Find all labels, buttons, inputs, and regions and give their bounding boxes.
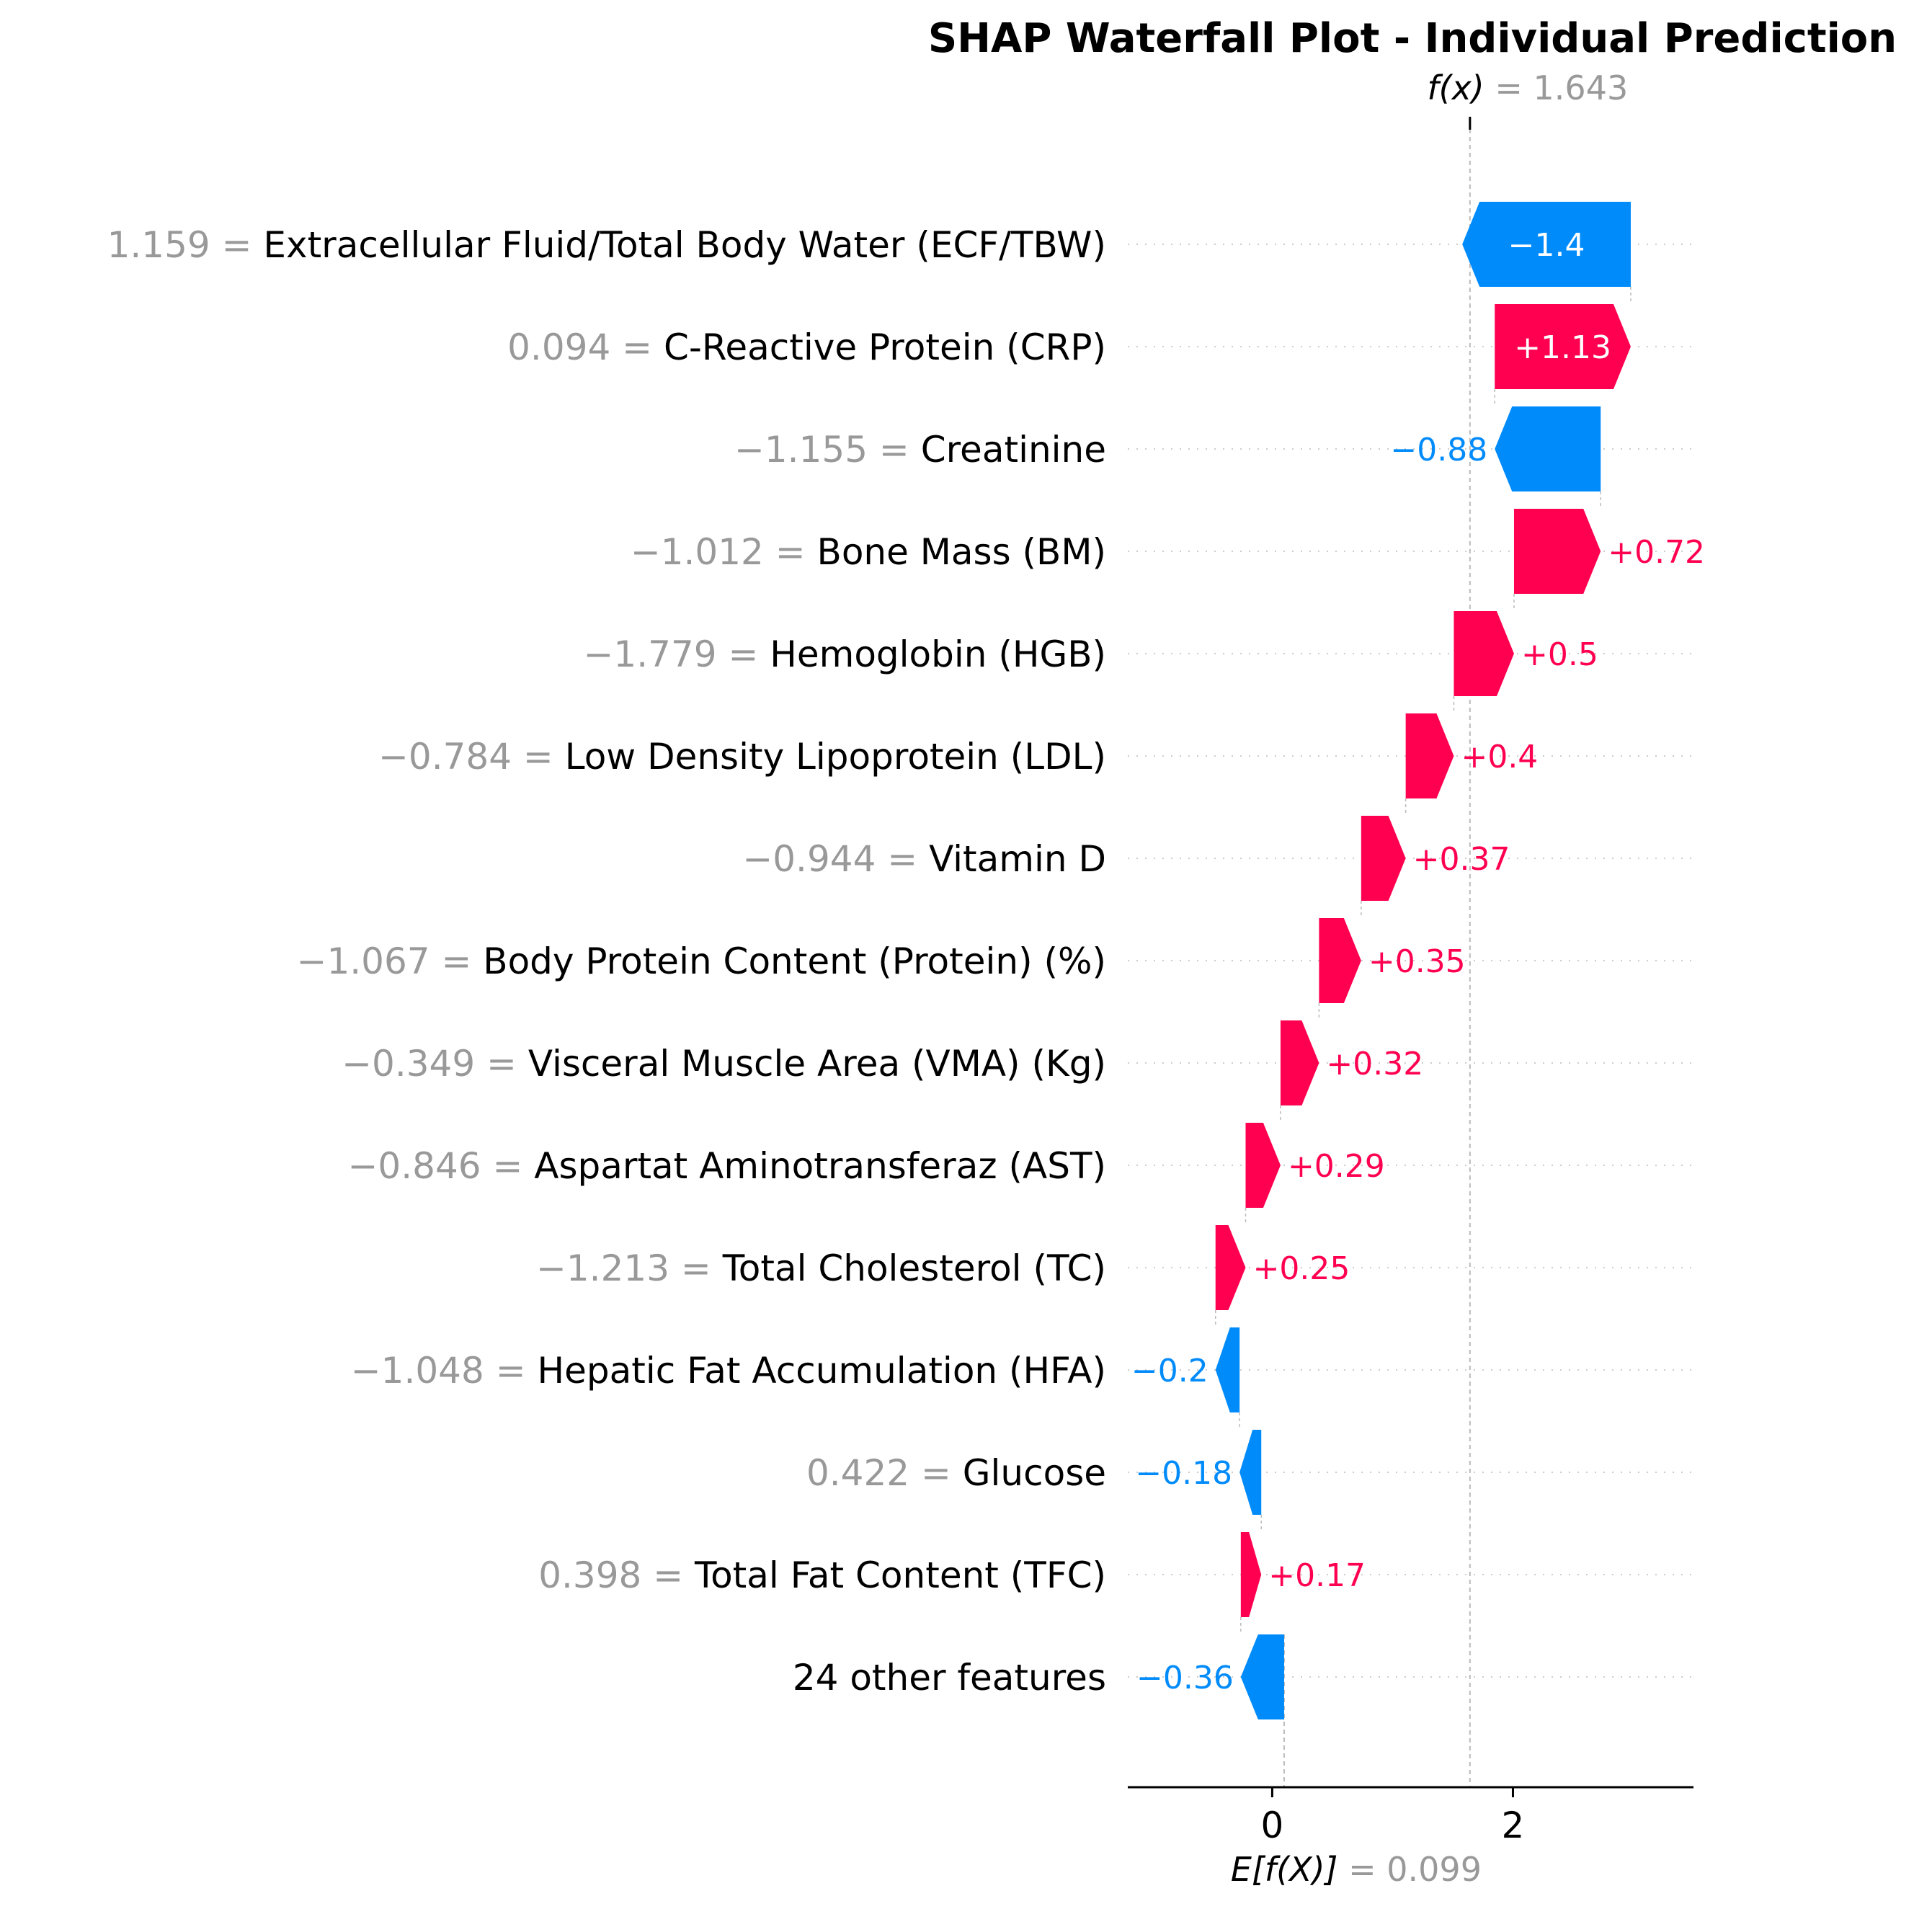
waterfall-bar — [1495, 304, 1631, 389]
feature-name: 24 other features — [793, 1657, 1106, 1699]
bar-value-label: +0.32 — [1326, 1046, 1423, 1082]
bar-value-label: +0.4 — [1461, 739, 1538, 775]
feature-label: −0.349 = Visceral Muscle Area (VMA) (Kg) — [342, 1043, 1106, 1085]
x-tick-label: 0 — [1261, 1805, 1284, 1846]
feature-labels: 1.159 = Extracellular Fluid/Total Body W… — [107, 224, 1106, 1699]
feature-value: −0.846 = — [348, 1145, 535, 1187]
feature-value: −0.349 = — [342, 1043, 528, 1085]
feature-name: Total Cholesterol (TC) — [722, 1247, 1106, 1289]
waterfall-bar — [1405, 713, 1454, 798]
waterfall-bar — [1215, 1225, 1246, 1310]
feature-value: −1.012 = — [631, 531, 817, 573]
bar-value-label: −0.88 — [1390, 432, 1487, 468]
feature-name: Total Fat Content (TFC) — [694, 1554, 1106, 1596]
efx-name: E[f(X)] — [1231, 1850, 1338, 1889]
feature-value: −1.213 = — [536, 1247, 723, 1289]
waterfall-bar — [1319, 918, 1361, 1003]
feature-label: −1.779 = Hemoglobin (HGB) — [584, 633, 1106, 675]
bar-value-label: −0.2 — [1131, 1353, 1208, 1389]
feature-value: −1.048 = — [351, 1350, 538, 1392]
efx-value: = 0.099 — [1337, 1850, 1481, 1889]
feature-label: 1.159 = Extracellular Fluid/Total Body W… — [107, 224, 1106, 266]
waterfall-bar — [1240, 1634, 1284, 1719]
bar-value-label: +0.35 — [1368, 943, 1466, 980]
feature-value: −1.067 = — [297, 940, 484, 982]
feature-label: −0.846 = Aspartat Aminotransferaz (AST) — [348, 1145, 1106, 1187]
feature-name: Body Protein Content (Protein) (%) — [483, 940, 1106, 982]
feature-name: Visceral Muscle Area (VMA) (Kg) — [528, 1043, 1106, 1085]
feature-name: Hemoglobin (HGB) — [770, 633, 1106, 675]
chart-title: SHAP Waterfall Plot - Individual Predict… — [928, 15, 1897, 62]
feature-name: Aspartat Aminotransferaz (AST) — [534, 1145, 1106, 1187]
feature-value: 0.094 = — [507, 326, 664, 368]
fx-label: f(x) = 1.643 — [1427, 68, 1628, 107]
feature-value: −1.779 = — [584, 633, 770, 675]
feature-label: −1.067 = Body Protein Content (Protein) … — [297, 940, 1106, 982]
x-axis: 0 2 E[f(X)] = 0.099 f(x) = 1.643 — [1128, 68, 1693, 1889]
feature-label: −0.944 = Vitamin D — [742, 838, 1106, 880]
bar-value-label: −0.18 — [1135, 1455, 1232, 1492]
bar-value-label: −1.4 — [1508, 227, 1585, 264]
efx-label: E[f(X)] = 0.099 — [1231, 1850, 1482, 1889]
waterfall-bar — [1245, 1123, 1281, 1208]
feature-name: Glucose — [963, 1452, 1106, 1494]
feature-label: 0.398 = Total Fat Content (TFC) — [538, 1554, 1106, 1596]
bar-value-label: +0.37 — [1413, 841, 1510, 878]
waterfall-bar — [1454, 611, 1514, 696]
waterfall-bar — [1240, 1532, 1262, 1617]
bar-value-label: +0.25 — [1253, 1250, 1350, 1287]
feature-label: 24 other features — [793, 1657, 1106, 1699]
feature-value: 0.422 = — [806, 1452, 963, 1494]
feature-name: Extracellular Fluid/Total Body Water (EC… — [263, 224, 1106, 266]
bars: −1.4 +1.13 −0.88 +0.72 +0.5 +0.4 +0.37 +0.35 +0.… — [1131, 202, 1705, 1719]
feature-value: −0.944 = — [742, 838, 929, 880]
feature-label: −1.012 = Bone Mass (BM) — [631, 531, 1106, 573]
x-tick-label: 2 — [1502, 1805, 1525, 1846]
feature-name: Hepatic Fat Accumulation (HFA) — [537, 1350, 1106, 1392]
waterfall-bar — [1280, 1020, 1319, 1105]
bar-value-label: +1.13 — [1514, 329, 1611, 366]
bar-value-label: +0.29 — [1288, 1148, 1385, 1185]
feature-label: 0.422 = Glucose — [806, 1452, 1106, 1494]
feature-name: Creatinine — [921, 429, 1106, 471]
feature-name: Bone Mass (BM) — [817, 531, 1106, 573]
bar-value-label: −0.36 — [1136, 1660, 1234, 1696]
feature-name: Vitamin D — [929, 838, 1106, 880]
feature-label: −1.155 = Creatinine — [734, 429, 1106, 471]
feature-value: 0.398 = — [538, 1554, 695, 1596]
bar-value-label: +0.17 — [1268, 1557, 1366, 1594]
feature-value: 1.159 = — [107, 224, 264, 266]
bar-value-label: +0.5 — [1521, 636, 1598, 673]
waterfall-bar — [1215, 1327, 1240, 1412]
waterfall-bar — [1513, 509, 1601, 594]
fx-value: = 1.643 — [1484, 68, 1628, 107]
waterfall-bar — [1495, 406, 1601, 491]
feature-name: C-Reactive Protein (CRP) — [664, 326, 1106, 368]
waterfall-bar — [1462, 202, 1631, 287]
feature-label: −0.784 = Low Density Lipoprotein (LDL) — [378, 736, 1106, 778]
feature-value: −1.155 = — [734, 429, 921, 471]
feature-name: Low Density Lipoprotein (LDL) — [565, 736, 1106, 778]
waterfall-bar — [1361, 816, 1406, 901]
feature-label: −1.213 = Total Cholesterol (TC) — [536, 1247, 1106, 1289]
bar-value-label: +0.72 — [1608, 534, 1705, 571]
feature-value: −0.784 = — [378, 736, 565, 778]
feature-label: 0.094 = C-Reactive Protein (CRP) — [507, 326, 1106, 368]
waterfall-bar — [1239, 1430, 1262, 1515]
fx-name: f(x) — [1427, 68, 1484, 107]
feature-label: −1.048 = Hepatic Fat Accumulation (HFA) — [351, 1350, 1106, 1392]
